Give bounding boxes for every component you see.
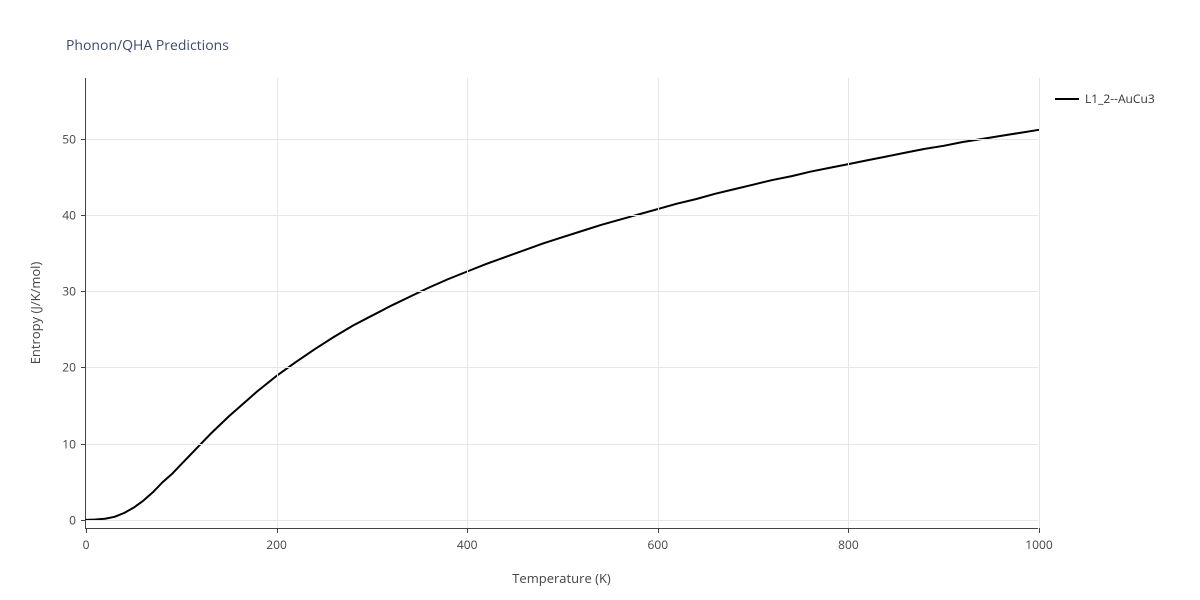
chart-title: Phonon/QHA Predictions — [66, 36, 229, 55]
y-tick-label: 40 — [62, 207, 76, 224]
x-tick — [86, 528, 87, 533]
y-tick-label: 30 — [62, 283, 76, 300]
y-tick — [81, 291, 86, 292]
y-tick — [81, 444, 86, 445]
y-tick-label: 0 — [69, 511, 76, 528]
y-axis-label: Entropy (J/K/mol) — [26, 261, 44, 364]
x-axis-label: Temperature (K) — [512, 569, 611, 587]
legend: L1_2--AuCu3 — [1055, 90, 1155, 107]
series-line — [86, 130, 1039, 520]
legend-swatch — [1055, 98, 1079, 100]
y-tick — [81, 215, 86, 216]
gridline-horizontal — [86, 215, 1038, 216]
gridline-horizontal — [86, 520, 1038, 521]
plot-area: 0200400600800100001020304050 — [85, 78, 1038, 529]
gridline-horizontal — [86, 291, 1038, 292]
x-tick — [848, 528, 849, 533]
x-tick-label: 200 — [266, 536, 287, 553]
gridline-horizontal — [86, 444, 1038, 445]
gridline-vertical — [658, 78, 659, 528]
gridline-vertical — [467, 78, 468, 528]
legend-label: L1_2--AuCu3 — [1085, 90, 1155, 107]
x-tick — [1039, 528, 1040, 533]
gridline-horizontal — [86, 139, 1038, 140]
chart-container: Phonon/QHA Predictions 02004006008001000… — [0, 0, 1200, 600]
x-tick-label: 1000 — [1025, 536, 1052, 553]
x-tick — [658, 528, 659, 533]
x-tick-label: 800 — [838, 536, 859, 553]
y-tick-label: 10 — [62, 435, 76, 452]
series-svg — [86, 78, 1039, 529]
x-tick — [277, 528, 278, 533]
y-tick — [81, 367, 86, 368]
x-tick — [467, 528, 468, 533]
gridline-vertical — [1039, 78, 1040, 528]
gridline-vertical — [848, 78, 849, 528]
gridline-vertical — [277, 78, 278, 528]
y-tick — [81, 520, 86, 521]
y-tick — [81, 139, 86, 140]
y-tick-label: 20 — [62, 359, 76, 376]
x-tick-label: 600 — [648, 536, 669, 553]
x-tick-label: 400 — [457, 536, 478, 553]
gridline-horizontal — [86, 367, 1038, 368]
x-tick-label: 0 — [83, 536, 90, 553]
y-tick-label: 50 — [62, 130, 76, 147]
